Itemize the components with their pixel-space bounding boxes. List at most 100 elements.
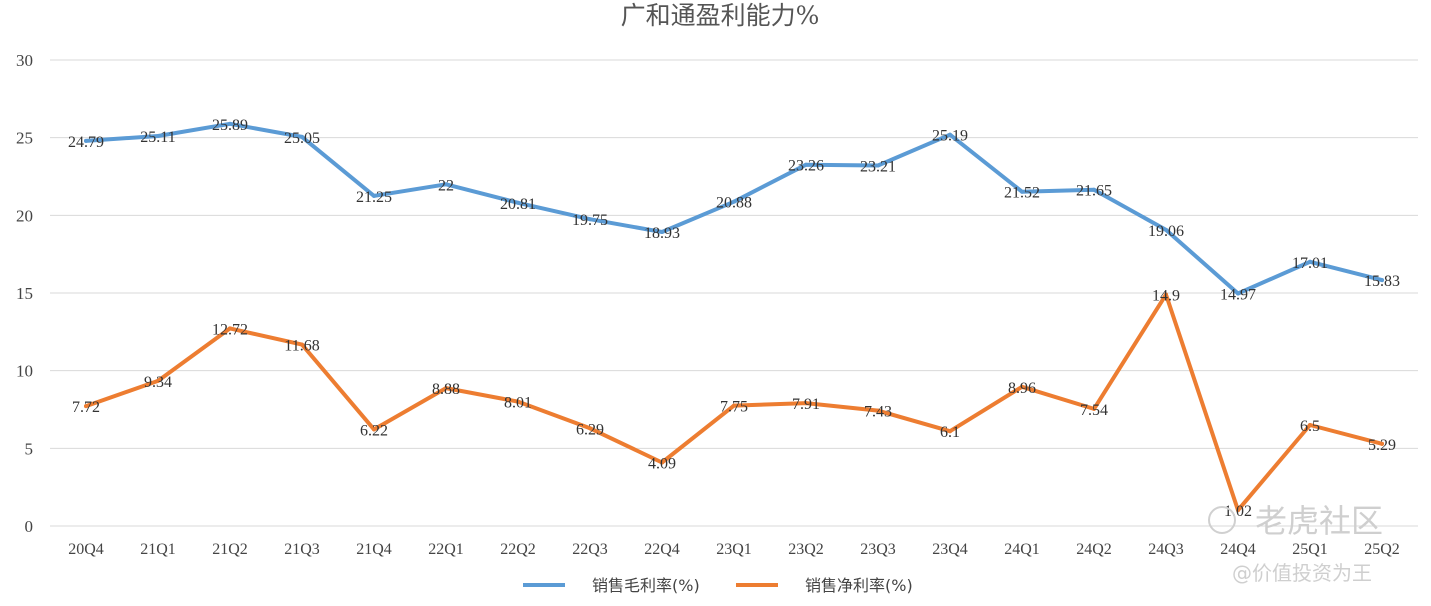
point-net-margin	[1164, 292, 1168, 297]
data-label-gross-margin: 25.05	[284, 130, 320, 147]
point-net-margin	[372, 427, 376, 432]
chart-title: 广和通盈利能力%	[621, 1, 820, 30]
data-label-gross-margin: 19.06	[1148, 223, 1184, 240]
point-net-margin	[876, 408, 880, 413]
data-label-gross-margin: 25.19	[932, 128, 968, 145]
data-label-net-margin: 7.75	[720, 399, 748, 416]
gridlines	[50, 59, 1418, 527]
point-net-margin	[1308, 423, 1312, 428]
data-label-gross-margin: 15.83	[1364, 273, 1400, 290]
point-gross-margin	[372, 193, 376, 198]
legend: 销售毛利率(%) 销售净利率(%)	[523, 576, 913, 595]
data-label-gross-margin: 20.88	[716, 195, 752, 212]
data-label-net-margin: 11.68	[284, 338, 319, 355]
x-tick-label: 23Q4	[932, 541, 968, 558]
data-label-net-margin: 7.43	[864, 404, 892, 421]
point-net-margin	[804, 401, 808, 406]
data-label-gross-margin: 14.97	[1220, 286, 1256, 303]
point-net-margin	[1020, 384, 1024, 389]
watermark: 老虎社区 @价值投资为王	[1208, 502, 1383, 585]
point-gross-margin	[588, 217, 592, 222]
y-tick-label: 5	[25, 439, 34, 458]
point-net-margin	[300, 342, 304, 347]
watermark-brand: 老虎社区	[1255, 502, 1383, 540]
point-gross-margin	[1092, 187, 1096, 192]
point-gross-margin	[732, 199, 736, 204]
data-label-gross-margin: 21.65	[1076, 183, 1112, 200]
data-label-net-margin: 7.72	[72, 399, 100, 416]
point-gross-margin	[1164, 227, 1168, 232]
data-label-net-margin: 6.22	[360, 422, 388, 439]
point-net-margin	[444, 386, 448, 391]
point-net-margin	[588, 426, 592, 431]
point-gross-margin	[84, 138, 88, 143]
data-label-net-margin: 6.29	[576, 421, 604, 438]
point-gross-margin	[1380, 278, 1384, 283]
legend-label-gross-margin: 销售毛利率(%)	[592, 576, 700, 595]
data-label-gross-margin: 20.81	[500, 196, 536, 213]
point-net-margin	[1092, 406, 1096, 411]
data-label-gross-margin: 19.75	[572, 212, 608, 229]
point-net-margin	[948, 429, 952, 434]
data-label-net-margin: 1.02	[1224, 503, 1252, 520]
x-tick-label: 20Q4	[68, 541, 104, 558]
point-net-margin	[1380, 441, 1384, 446]
data-label-gross-margin: 23.26	[788, 158, 824, 175]
data-label-net-margin: 8.96	[1008, 380, 1036, 397]
data-label-net-margin: 6.5	[1300, 418, 1320, 435]
y-tick-label: 30	[16, 51, 33, 70]
data-label-net-margin: 5.29	[1368, 437, 1396, 454]
y-tick-label: 0	[25, 517, 34, 536]
point-gross-margin	[228, 121, 232, 126]
point-net-margin	[660, 460, 664, 465]
point-net-margin	[156, 378, 160, 383]
data-label-net-margin: 8.01	[504, 395, 532, 412]
data-label-gross-margin: 21.52	[1004, 185, 1040, 202]
point-gross-margin	[1236, 291, 1240, 296]
data-label-net-margin: 8.88	[432, 381, 460, 398]
y-tick-label: 10	[16, 362, 33, 381]
point-net-margin	[732, 403, 736, 408]
point-gross-margin	[660, 229, 664, 234]
data-label-net-margin: 14.9	[1152, 288, 1180, 305]
x-tick-label: 25Q2	[1364, 541, 1400, 558]
y-tick-label: 25	[16, 129, 33, 148]
x-tick-label: 22Q2	[500, 541, 536, 558]
data-label-gross-margin: 17.01	[1292, 255, 1328, 272]
data-label-gross-margin: 24.79	[68, 134, 104, 151]
data-label-gross-margin: 21.25	[356, 189, 392, 206]
legend-label-net-margin: 销售净利率(%)	[805, 576, 913, 595]
data-label-net-margin: 6.1	[940, 424, 960, 441]
x-tick-label: 24Q4	[1220, 541, 1256, 558]
y-axis-ticks: 0 5 10 15 20 25 30	[16, 51, 33, 536]
x-tick-label: 22Q4	[644, 541, 680, 558]
x-axis-ticks: 20Q4 21Q1 21Q2 21Q3 21Q4 22Q1 22Q2 22Q3 22Q4 23Q1…	[68, 541, 1400, 558]
point-gross-margin	[804, 162, 808, 167]
data-label-gross-margin: 18.93	[644, 225, 680, 242]
data-label-gross-margin: 25.89	[212, 117, 248, 134]
data-labels: 24.79 25.11 25.89 25.05 21.25 22 20.81 19.75 18.…	[68, 117, 1400, 520]
x-tick-label: 21Q4	[356, 541, 392, 558]
point-net-margin	[84, 404, 88, 409]
x-tick-label: 21Q2	[212, 541, 248, 558]
point-net-margin	[228, 326, 232, 331]
x-tick-label: 25Q1	[1292, 541, 1328, 558]
data-label-net-margin: 12.72	[212, 321, 248, 338]
point-gross-margin	[516, 200, 520, 205]
data-label-gross-margin: 22	[438, 177, 454, 194]
point-gross-margin	[876, 163, 880, 168]
data-label-net-margin: 7.54	[1080, 402, 1108, 419]
y-tick-label: 20	[16, 206, 33, 225]
point-gross-margin	[300, 134, 304, 139]
data-label-gross-margin: 23.21	[860, 158, 896, 175]
point-gross-margin	[1308, 259, 1312, 264]
x-tick-label: 23Q1	[716, 541, 752, 558]
point-gross-margin	[948, 132, 952, 137]
data-label-gross-margin: 25.11	[140, 129, 175, 146]
series-lines	[84, 121, 1384, 513]
x-tick-label: 22Q1	[428, 541, 464, 558]
point-net-margin	[516, 399, 520, 404]
x-tick-label: 23Q3	[860, 541, 896, 558]
x-tick-label: 23Q2	[788, 541, 824, 558]
